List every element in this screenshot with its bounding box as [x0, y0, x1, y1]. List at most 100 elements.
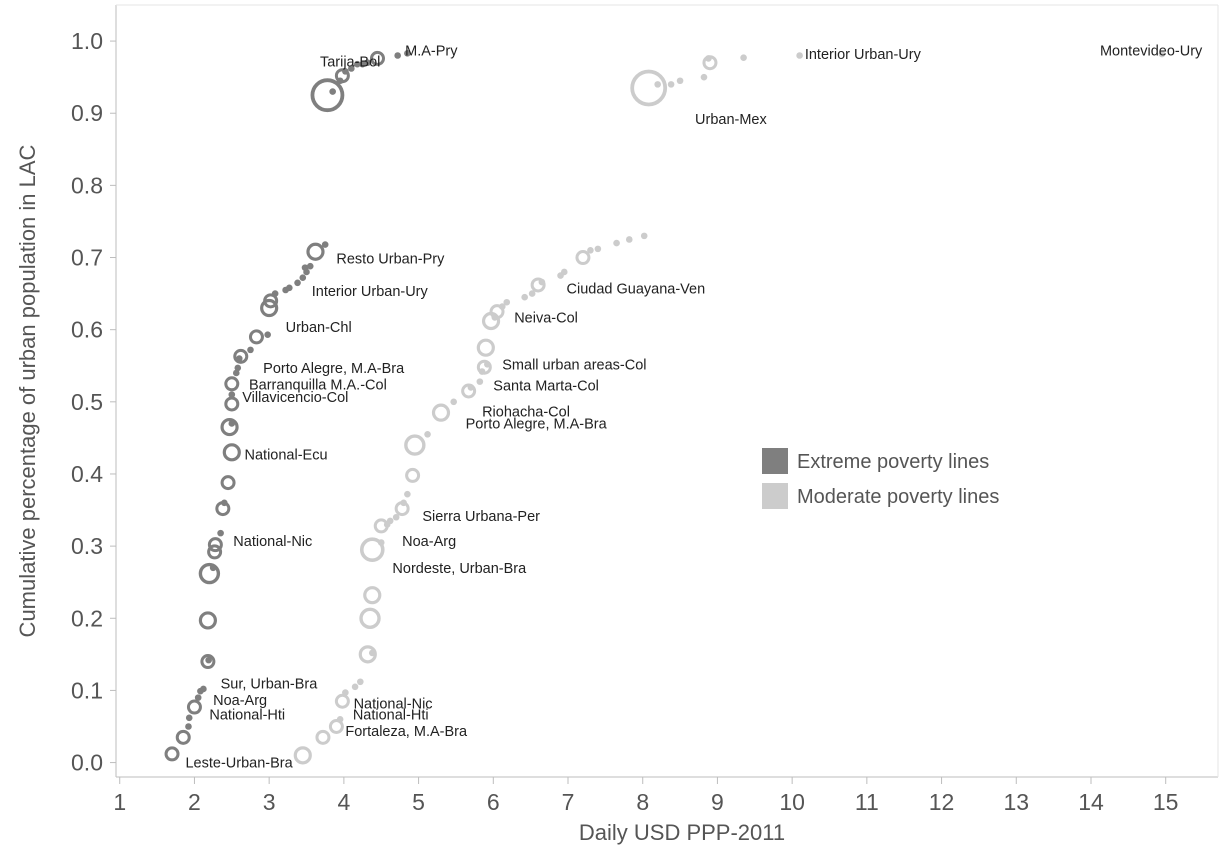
x-tick-label: 10 [779, 789, 805, 815]
point-label: Montevideo-Ury [1100, 44, 1203, 60]
point-label: Leste-Urban-Bra [185, 756, 293, 772]
series-extreme [164, 50, 411, 762]
data-point [228, 420, 236, 427]
data-point [594, 245, 602, 253]
data-point [310, 78, 345, 113]
data-point [528, 290, 536, 297]
data-point [200, 654, 216, 670]
y-tick-label: 0.7 [71, 245, 103, 271]
data-point [209, 564, 217, 572]
data-point [232, 369, 240, 377]
point-label: M.A-Pry [405, 44, 458, 60]
data-point [476, 359, 492, 375]
data-point [248, 329, 264, 345]
x-tick-label: 2 [188, 789, 201, 815]
data-point [538, 278, 546, 286]
data-point [476, 338, 495, 357]
point-label: National-Nic [354, 696, 433, 712]
data-point [630, 69, 668, 107]
point-label: Porto Alegre, M.A-Bra [466, 417, 608, 433]
data-point [676, 77, 684, 85]
data-point [207, 537, 223, 553]
data-point [222, 443, 241, 462]
data-point [400, 499, 407, 507]
point-label: Neiva-Col [514, 310, 578, 326]
point-label: Sierra Urbana-Per [422, 509, 540, 525]
data-point [321, 241, 329, 248]
legend-swatch [762, 448, 788, 474]
point-label: Nordeste, Urban-Bra [392, 561, 527, 577]
data-point [654, 81, 661, 88]
point-label: National-Nic [233, 534, 312, 550]
point-label: Porto Alegre, M.A-Bra [263, 361, 405, 377]
legend: Extreme poverty lines Moderate poverty li… [762, 448, 999, 509]
data-point [359, 607, 381, 629]
data-point [498, 303, 506, 310]
x-tick-label: 12 [929, 789, 955, 815]
data-point [306, 242, 325, 261]
data-point [359, 60, 366, 68]
data-point [575, 250, 591, 266]
data-point [369, 50, 385, 66]
x-tick-label: 8 [636, 789, 649, 815]
data-point [357, 678, 364, 686]
point-label: Sur, Urban-Bra [221, 676, 319, 692]
data-point [450, 398, 457, 406]
point-label: National-Hti [209, 707, 285, 723]
data-point [613, 239, 620, 247]
point-label: Tarija-Bol [320, 54, 380, 70]
data-point [315, 729, 331, 745]
point-label: Interior Urban-Ury [312, 284, 429, 300]
data-point [198, 611, 217, 630]
data-point [221, 499, 228, 507]
data-point [521, 293, 528, 301]
x-axis-ticks: 1 2 3 4 5 6 7 8 9 10 11 12 13 14 15 [113, 777, 1178, 815]
legend-swatch [762, 483, 788, 509]
data-point [404, 490, 411, 498]
point-label: Interior Urban-Ury [805, 47, 922, 63]
data-point [405, 467, 421, 483]
x-axis-title: Daily USD PPP-2011 [579, 820, 785, 845]
data-point [530, 277, 546, 293]
data-point [625, 236, 633, 243]
data-point [260, 298, 279, 318]
data-point [587, 247, 594, 254]
data-point [431, 403, 451, 422]
y-tick-label: 1.0 [71, 28, 103, 54]
point-label: Fortaleza, M.A-Bra [345, 724, 468, 740]
data-point [301, 264, 309, 271]
data-point [667, 81, 675, 88]
y-tick-label: 0.9 [71, 100, 103, 126]
data-point [796, 52, 803, 59]
point-label: National-Hti [353, 707, 429, 723]
y-tick-label: 0.0 [71, 750, 103, 776]
x-tick-label: 11 [855, 789, 879, 815]
x-tick-label: 14 [1078, 789, 1104, 815]
series-moderate [293, 50, 1166, 765]
data-point [342, 68, 349, 75]
data-point [228, 391, 236, 398]
data-point [329, 88, 336, 95]
data-point [334, 693, 350, 709]
data-point [198, 562, 221, 585]
x-tick-label: 13 [1003, 789, 1029, 815]
data-point [185, 714, 193, 722]
data-point [394, 52, 401, 59]
y-axis-title: Cumulative percentage of urban populatio… [15, 144, 40, 637]
legend-label: Moderate poverty lines [797, 486, 999, 508]
data-point [1158, 50, 1166, 58]
x-tick-label: 5 [412, 789, 425, 815]
x-tick-label: 7 [562, 789, 575, 815]
data-point [247, 346, 254, 354]
data-point [368, 649, 376, 657]
data-point [328, 718, 344, 734]
data-point [175, 729, 191, 745]
y-tick-label: 0.1 [71, 677, 103, 703]
y-tick-label: 0.2 [71, 605, 103, 631]
data-point [294, 279, 301, 287]
data-point [207, 544, 223, 560]
data-point [476, 378, 484, 385]
y-tick-label: 0.3 [71, 533, 103, 559]
point-label: Resto Urban-Pry [336, 251, 445, 267]
